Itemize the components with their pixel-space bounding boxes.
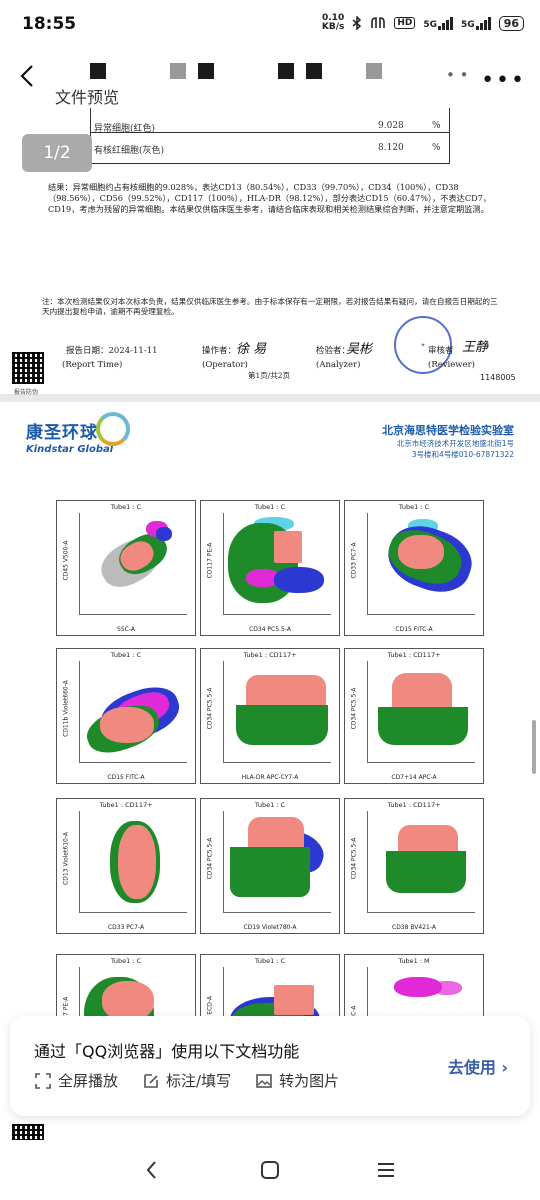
- analyzer-signature: 吴彬: [346, 342, 373, 357]
- hd-badge: HD: [394, 17, 416, 29]
- flow-plot: Tube1 : CD117+ CD13 Violet610-A CD33 PC7…: [56, 798, 196, 934]
- nav-home-icon[interactable]: [258, 1158, 282, 1182]
- logo-ring-icon: [96, 412, 130, 446]
- operator-label: 操作者：: [202, 346, 237, 356]
- lab-address: 北京市经济技术开发区地盛北街1号 3号楼和4号楼010-67871322: [396, 439, 514, 459]
- edit-icon: [144, 1073, 158, 1088]
- flow-plot: Tube1 : C CD117 PE-A CD34 PC5.5-A: [200, 500, 340, 636]
- bluetooth-icon: [352, 16, 362, 30]
- image-icon: [256, 1073, 272, 1088]
- reviewer-label: 审核者: [428, 346, 454, 356]
- serial-number: 1148005: [480, 373, 516, 382]
- reviewer-signature: 王静: [462, 340, 489, 355]
- operator-signature: 徐 易: [236, 342, 267, 357]
- row-label: 异常细胞(红色): [94, 124, 156, 134]
- promo-actions: 全屏播放 标注/填写 转为图片: [34, 1070, 339, 1091]
- status-icons: 0.10 KB/s HD 5G 5G 96: [322, 14, 524, 32]
- page-1: 异常细胞(红色) 9.028 % 有核红细胞(灰色) 8.120 % 结果：异常…: [0, 108, 540, 396]
- lab-name: 北京海思特医学检验实验室: [382, 424, 514, 437]
- flow-plot: Tube1 : CD117+ CD34 PC5.5-A CD38 BV421-A: [344, 798, 484, 934]
- reviewer-en: (Reviewer): [428, 360, 475, 370]
- scrollbar[interactable]: [532, 720, 536, 774]
- signal-wave-icon: [371, 17, 386, 28]
- flow-plot: Tube1 : CD117+ CD34 PC5.5-A CD7+14 APC-A: [344, 648, 484, 784]
- more-menu-button[interactable]: •••: [481, 68, 526, 93]
- fullscreen-icon: [35, 1072, 51, 1089]
- status-time: 18:55: [22, 14, 77, 34]
- flow-plot: Tube1 : C CD11b Violet660-A CD15 FITC-A: [56, 648, 196, 784]
- operator-en: (Operator): [202, 360, 248, 370]
- row-label: 有核红细胞(灰色): [94, 146, 165, 156]
- row-unit: %: [432, 143, 441, 153]
- annotate-button[interactable]: 标注/填写: [142, 1070, 231, 1091]
- signal-1: 5G: [423, 16, 454, 30]
- page-number: 第1页/共2页: [248, 371, 291, 380]
- note-text: 注：本次检测结果仅对本次标本负责，结果仅供临床医生参考。由于标本保存有一定期限，…: [42, 297, 498, 316]
- row-value: 8.120: [378, 143, 404, 153]
- signal-bars-icon: [438, 16, 454, 30]
- flow-plot: Tube1 : C CD34 PC5.5-A CD19 Violet780-A: [200, 798, 340, 934]
- nav-back-icon[interactable]: [140, 1158, 164, 1182]
- signal-2: 5G: [461, 16, 491, 30]
- qq-browser-promo-card: 通过「QQ浏览器」使用以下文档功能 全屏播放 标注/填写 转为图片 去使用 ›: [10, 1016, 530, 1116]
- fullscreen-button[interactable]: 全屏播放: [34, 1070, 118, 1091]
- signal-bars-icon: [475, 16, 491, 30]
- flow-plot: Tube1 : CD117+ CD34 PC5.5-A HLA-DR APC-C…: [200, 648, 340, 784]
- analyzer-en: (Analyzer): [316, 360, 361, 370]
- flow-plot: Tube1 : C CD45 V500-A SSC-A: [56, 500, 196, 636]
- net-speed: 0.10 KB/s: [321, 13, 345, 32]
- page-indicator: 1/2: [22, 134, 92, 172]
- redacted-title: [90, 63, 382, 79]
- qr-code: [12, 352, 44, 384]
- back-arrow-icon[interactable]: [14, 62, 42, 90]
- doc-title: 文件预览: [55, 88, 120, 107]
- battery-indicator: 96: [498, 15, 524, 31]
- system-nav-bar: [0, 1140, 540, 1200]
- to-image-button[interactable]: 转为图片: [255, 1070, 339, 1091]
- go-use-button[interactable]: 去使用 ›: [447, 1058, 508, 1077]
- report-date: 报告日期：2024-11-11: [66, 346, 158, 356]
- row-value: 9.028: [378, 121, 404, 131]
- qr-label: 报告防伪: [14, 389, 39, 396]
- report-time-label: (Report Time): [62, 360, 123, 370]
- status-bar: 18:55 0.10 KB/s HD 5G 5G 96: [0, 0, 540, 50]
- row-unit: %: [432, 121, 441, 131]
- title-dots: • •: [446, 66, 469, 84]
- analyzer-label: 检验者：: [316, 346, 351, 356]
- top-bar: • • 文件预览 •••: [0, 50, 540, 108]
- conclusion-text: 结果：异常细胞约占有核细胞的9.028%，表达CD13（80.54%），CD33…: [48, 182, 492, 214]
- promo-title: 通过「QQ浏览器」使用以下文档功能: [34, 1042, 300, 1061]
- nav-menu-icon[interactable]: [374, 1158, 398, 1182]
- flow-plot: Tube1 : C CD33 PC7-A CD15 FITC-A: [344, 500, 484, 636]
- seal-stamp: ✦: [394, 316, 452, 374]
- kindstar-logo: 康圣环球 Kindstar Global: [26, 412, 130, 455]
